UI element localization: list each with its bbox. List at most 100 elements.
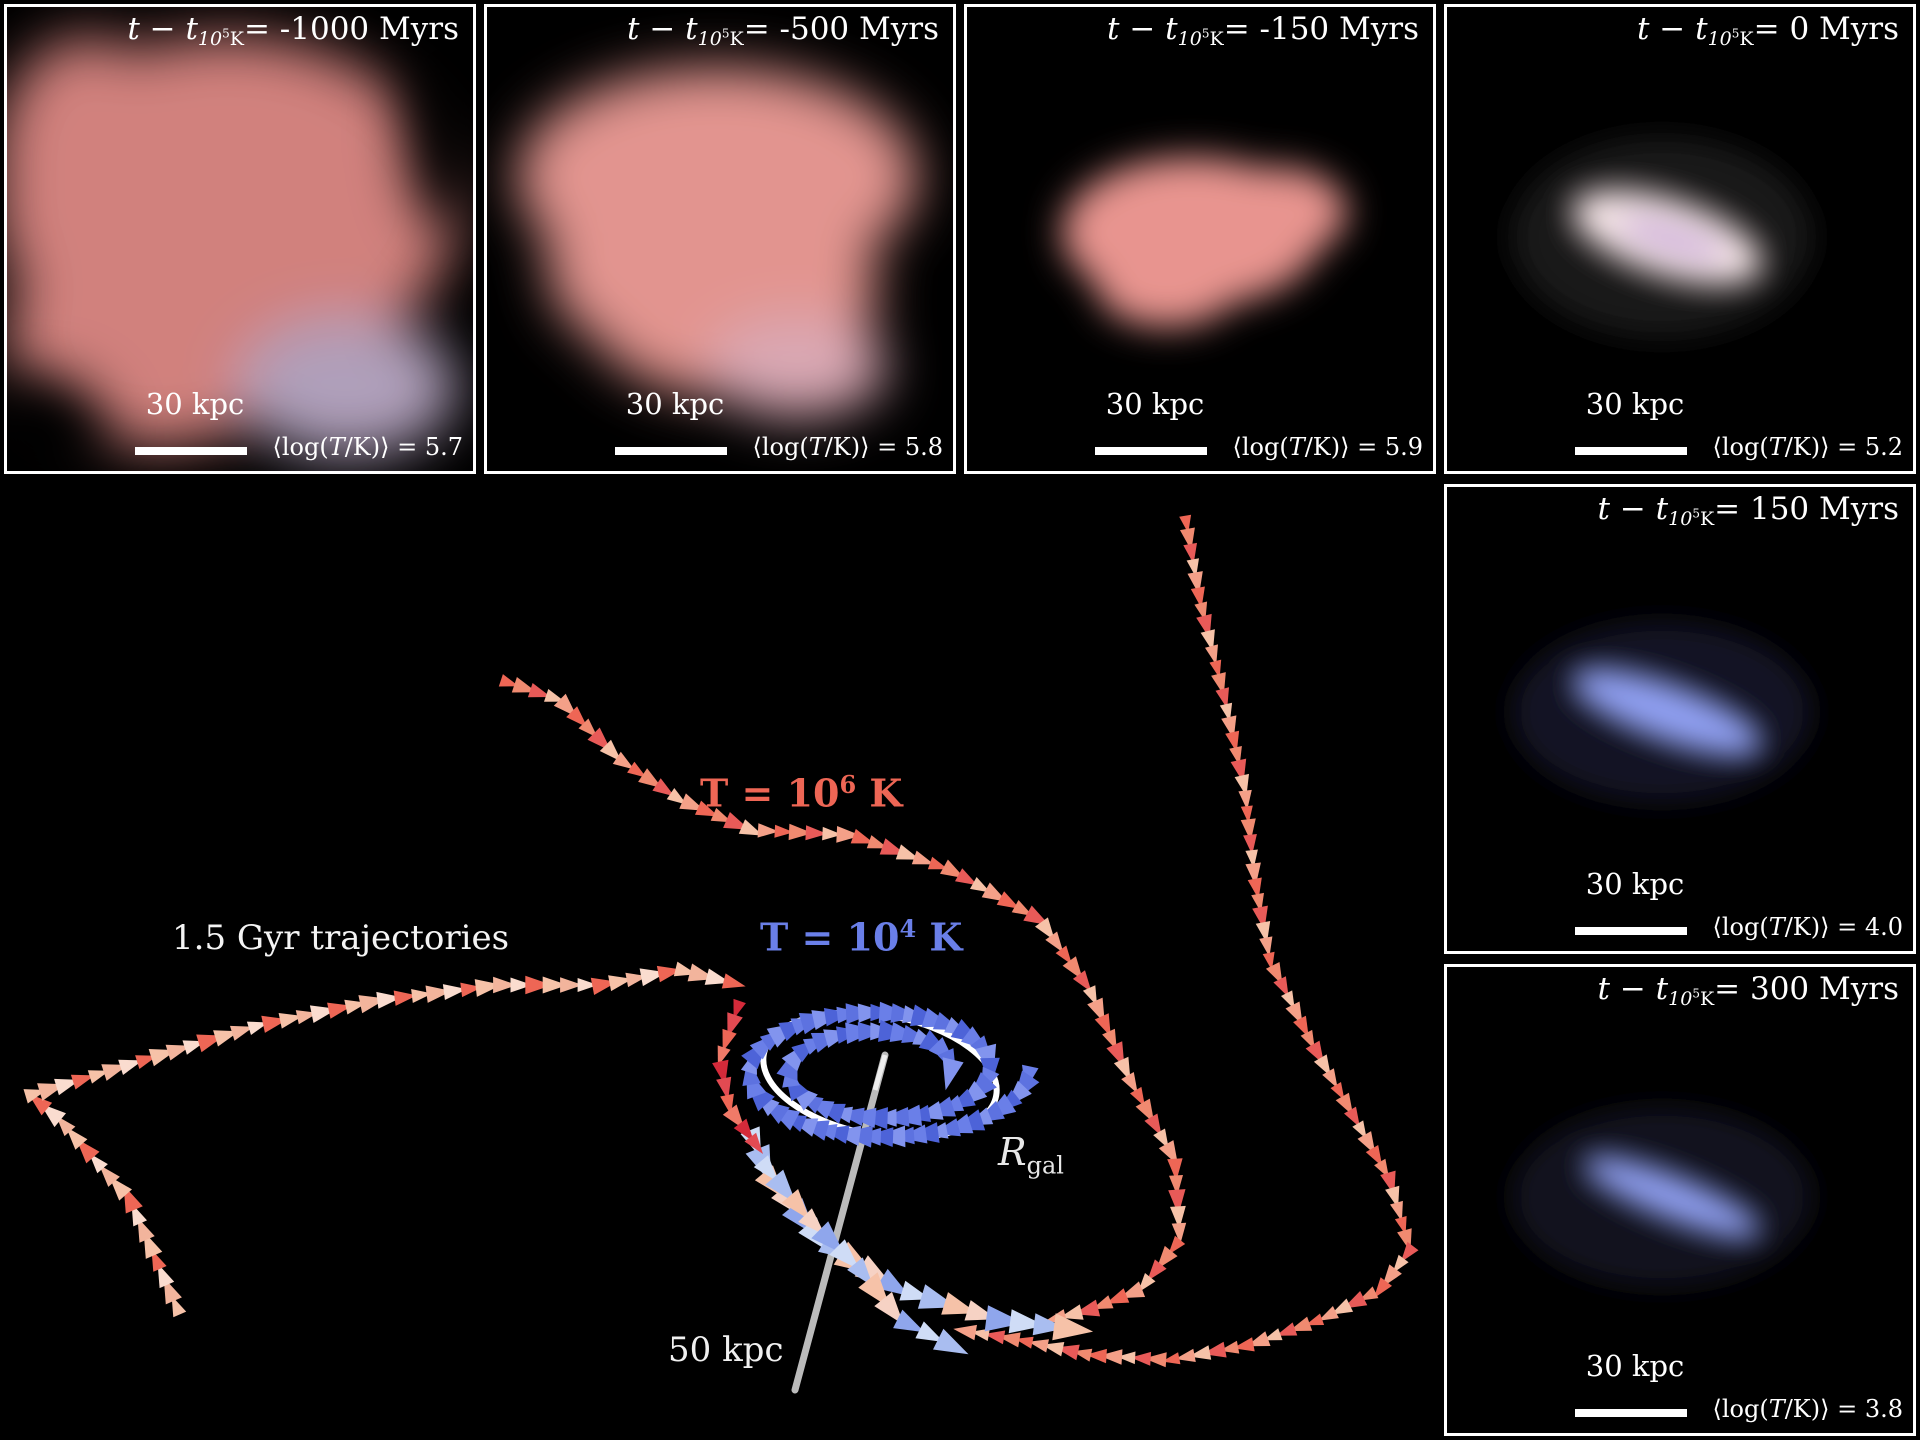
warm-trajectory-arrow [99, 1164, 120, 1187]
hot-trajectory-arrow [850, 828, 875, 844]
hot-trajectory-arrow [1262, 951, 1275, 971]
hot-trajectory-arrow [911, 850, 935, 865]
hot-trajectory-arrow [638, 768, 663, 789]
scale-bar [1575, 927, 1687, 935]
hot-trajectory-arrow [1082, 985, 1098, 1006]
warm-trajectory-arrow [66, 1127, 88, 1150]
hot-trajectory-arrow [722, 1028, 737, 1052]
hot-trajectory-arrow [666, 788, 687, 805]
scale-bar-label: 30 kpc [145, 387, 245, 421]
hot-trajectory-arrow [1153, 1128, 1169, 1149]
mixed-trajectory-arrow [753, 1155, 779, 1182]
hot-trajectory-arrow [1015, 1336, 1034, 1349]
hot-trajectory-arrow [927, 856, 948, 870]
snapshot-panel-6: t − t105K= 300 Myrs 30 kpc ⟨log(T/K)⟩ = … [1444, 964, 1916, 1436]
hot-trajectory-arrow [1305, 1313, 1325, 1326]
hot-trajectory-arrow [1322, 1068, 1338, 1089]
mixed-trajectory-arrow [875, 1268, 910, 1297]
hot-trajectory-arrow [1392, 1254, 1409, 1274]
hot-trajectory-arrow [733, 998, 746, 1020]
panel-time-label: t − t105K= -500 Myrs [627, 11, 939, 50]
hot-trajectory-arrow [1183, 542, 1197, 564]
hot-trajectory-arrow [498, 674, 519, 687]
hot-trajectory-arrow [1135, 1098, 1155, 1124]
hot-trajectory-arrow [1285, 1001, 1303, 1026]
hot-trajectory-arrow [1318, 1306, 1339, 1321]
hot-trajectory-arrow [1247, 877, 1262, 900]
axis-length-label: 50 kpc [668, 1330, 784, 1370]
hot-trajectory-arrow [599, 739, 622, 762]
hot-trajectory-arrow [1238, 789, 1252, 811]
gas-cloud-image [1512, 1107, 1812, 1287]
hot-trajectory-arrow [722, 1104, 745, 1130]
hot-trajectory-arrow [1313, 1054, 1331, 1077]
warm-trajectory-arrow [89, 1153, 108, 1174]
gas-cloud-image [1512, 137, 1812, 337]
mixed-trajectory-arrow [1052, 1313, 1094, 1341]
hot-trajectory-arrow [1130, 1086, 1145, 1107]
hot-trajectory-arrow [1330, 1298, 1354, 1315]
snapshot-panel-1: t − t105K= -1000 Myrs 30 kpc ⟨log(T/K)⟩ … [4, 4, 476, 474]
hot-trajectory-arrow [1055, 945, 1072, 965]
hot-trajectory-arrow [955, 868, 978, 886]
scale-bar-label: 30 kpc [1585, 387, 1685, 421]
hot-trajectory-arrow [527, 683, 551, 698]
hot-trajectory-arrow [1099, 1349, 1123, 1365]
hot-trajectory-arrow [1382, 1264, 1402, 1288]
hot-trajectory-arrow [1352, 1120, 1367, 1140]
snapshot-panel-2: t − t105K= -500 Myrs 30 kpc ⟨log(T/K)⟩ =… [484, 4, 956, 474]
hot-trajectory-arrow [1113, 1056, 1131, 1082]
gas-cloud-image [7, 27, 473, 471]
warm-trajectory-arrow [137, 1217, 155, 1243]
hot-trajectory-arrow [996, 891, 1020, 909]
hot-trajectory-arrow [1394, 1216, 1407, 1235]
hot-trajectory-arrow [1121, 1072, 1138, 1094]
warm-trajectory-arrow [493, 976, 518, 994]
warm-trajectory-arrow [118, 1059, 143, 1075]
warm-trajectory-arrow [577, 978, 598, 992]
hot-temperature-label: T = 106 K [700, 770, 903, 816]
hot-trajectory-arrow [1171, 1222, 1187, 1245]
hot-trajectory-arrow [1144, 1113, 1162, 1137]
hot-trajectory-arrow [805, 825, 828, 841]
panel-time-label: t − t105K= -150 Myrs [1107, 11, 1419, 50]
gas-cloud-image [517, 67, 917, 417]
hot-trajectory-arrow [984, 1330, 1006, 1345]
hot-trajectory-arrow [1087, 997, 1105, 1024]
warm-trajectory-arrow [151, 1249, 167, 1272]
hot-trajectory-arrow [716, 1076, 732, 1101]
hot-trajectory-arrow [788, 823, 813, 841]
hot-trajectory-arrow [587, 727, 612, 752]
warm-trajectory-arrow [510, 977, 533, 993]
scale-bar-label: 30 kpc [625, 387, 725, 421]
hot-trajectory-arrow [1335, 1092, 1354, 1116]
warm-trajectory-arrow [442, 984, 467, 1000]
hot-trajectory-arrow [511, 677, 537, 693]
hot-trajectory-arrow [1102, 1028, 1117, 1051]
hot-trajectory-arrow [679, 793, 705, 811]
hot-trajectory-arrow [1245, 849, 1258, 869]
scale-bar-label: 30 kpc [1105, 387, 1205, 421]
scale-bar-label: 30 kpc [1585, 1349, 1685, 1383]
warm-trajectory-arrow [560, 977, 583, 993]
trajectories-label: 1.5 Gyr trajectories [172, 918, 510, 958]
mixed-trajectory-arrow [829, 1239, 860, 1270]
hot-trajectory-arrow [1373, 1277, 1392, 1299]
hot-trajectory-arrow [1209, 659, 1222, 679]
hot-trajectory-arrow [544, 689, 565, 702]
snapshot-panel-5: t − t105K= 150 Myrs 30 kpc ⟨log(T/K)⟩ = … [1444, 484, 1916, 954]
hot-trajectory-arrow [1232, 1337, 1255, 1352]
hot-trajectory-arrow [1240, 818, 1256, 842]
hot-trajectory-arrow [612, 751, 635, 770]
galaxy-radius-label: Rgal [998, 1130, 1064, 1180]
hot-trajectory-arrow [1259, 936, 1273, 957]
panel-time-label: t − t105K= 0 Myrs [1636, 11, 1899, 50]
hot-trajectory-arrow [1288, 1316, 1313, 1332]
hot-trajectory-arrow [1130, 1351, 1152, 1366]
hot-trajectory-arrow [1028, 1339, 1049, 1353]
hot-trajectory-arrow [953, 1324, 977, 1341]
warm-trajectory-arrow [171, 1295, 187, 1318]
hot-trajectory-arrow [1225, 730, 1240, 753]
hot-trajectory-arrow [1147, 1259, 1167, 1282]
hot-trajectory-arrow [1156, 1245, 1178, 1270]
